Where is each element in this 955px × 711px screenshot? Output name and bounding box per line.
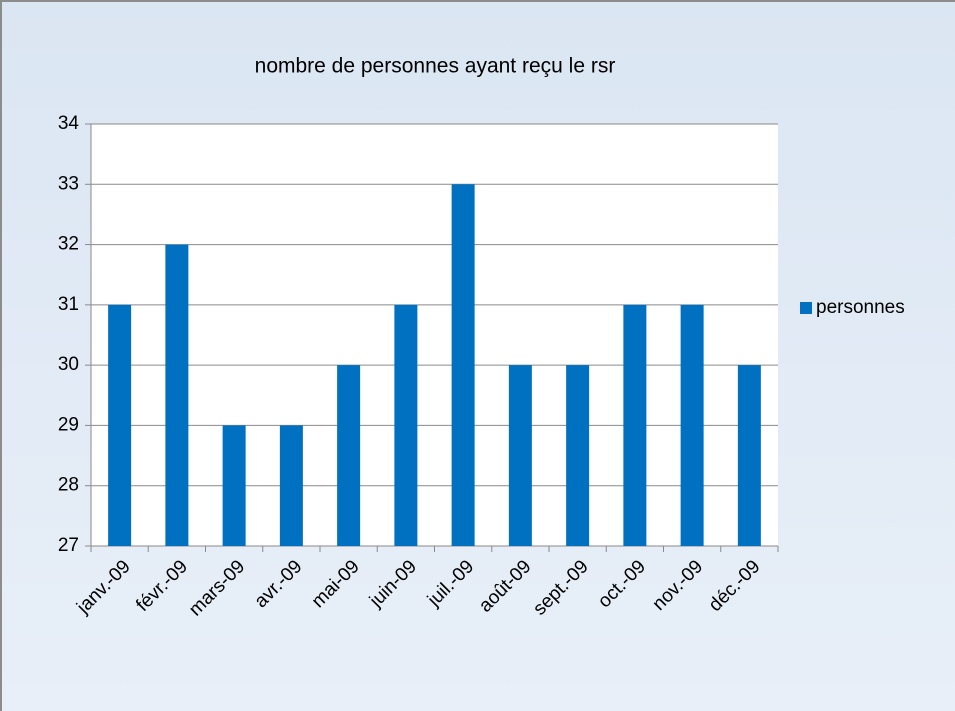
bar bbox=[222, 425, 246, 546]
y-tick-label: 27 bbox=[58, 535, 79, 556]
bar bbox=[566, 365, 590, 546]
y-tick-label: 29 bbox=[58, 414, 79, 435]
plot-area bbox=[91, 124, 778, 546]
bar bbox=[680, 304, 704, 546]
bar bbox=[623, 304, 647, 546]
y-tick-label: 30 bbox=[58, 354, 79, 375]
bar bbox=[737, 365, 761, 546]
bar bbox=[108, 304, 132, 546]
chart-title: nombre de personnes ayant reçu le rsr bbox=[255, 55, 616, 78]
bar bbox=[508, 365, 532, 546]
bar bbox=[337, 365, 361, 546]
bar bbox=[451, 184, 475, 547]
legend-label: personnes bbox=[816, 297, 905, 318]
y-tick-label: 33 bbox=[58, 173, 79, 194]
bar bbox=[394, 304, 418, 546]
y-tick-label: 34 bbox=[58, 113, 80, 134]
legend-swatch bbox=[800, 302, 812, 314]
y-tick-label: 31 bbox=[58, 294, 79, 315]
y-tick-label: 28 bbox=[58, 475, 79, 496]
bar bbox=[279, 425, 303, 546]
bar bbox=[165, 244, 189, 547]
y-tick-label: 32 bbox=[58, 234, 79, 255]
